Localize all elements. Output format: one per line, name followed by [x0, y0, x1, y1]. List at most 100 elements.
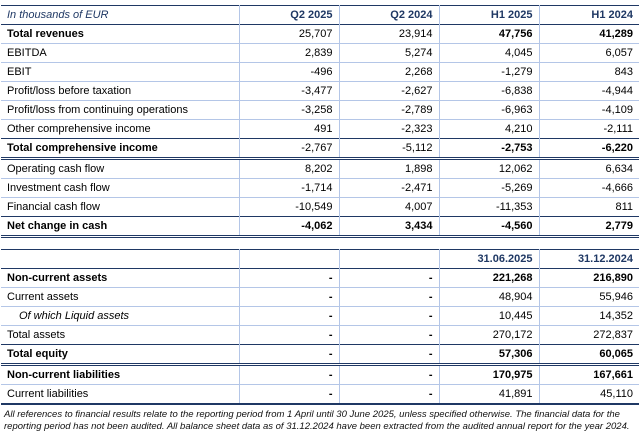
footnote-text: All references to financial results rela…	[4, 409, 630, 433]
row-label: Profit/loss before taxation	[7, 85, 132, 97]
balance-header-empty-1	[238, 249, 339, 269]
balance-header-empty-2	[338, 249, 439, 269]
cell-value: -1,279	[438, 62, 539, 82]
table-row: Investment cash flow -1,714 -2,471 -5,269 -4…	[1, 178, 639, 198]
cell-value: 272,837	[538, 325, 639, 345]
row-label: Non-current assets	[7, 272, 108, 284]
table-row: Operating cash flow 8,202 1,898 12,062 6,634	[1, 158, 639, 179]
row-label: EBITDA	[7, 47, 47, 59]
cell-value: -10,549	[238, 197, 339, 217]
cell-value: -	[238, 364, 339, 385]
cell-value: -	[238, 268, 339, 288]
cell-value: 1,898	[338, 158, 439, 179]
cell-value: 811	[538, 197, 639, 217]
cell-value: -2,789	[338, 100, 439, 120]
cell-value: -2,471	[338, 178, 439, 198]
cell-value: 41,891	[438, 384, 539, 404]
balance-sheet-header: 31.06.2025 31.12.2024	[1, 249, 639, 269]
row-label: Total assets	[7, 329, 66, 341]
cell-value: -4,944	[538, 81, 639, 101]
cell-value: 170,975	[438, 364, 539, 385]
cell-value: -	[338, 364, 439, 385]
cell-value: 491	[238, 119, 339, 139]
cell-value: -2,111	[538, 119, 639, 139]
col-header-h1-2024: H1 2024	[538, 5, 639, 25]
cell-value: 8,202	[238, 158, 339, 179]
col-header-q2-2025: Q2 2025	[238, 5, 339, 25]
cell-value: -2,767	[238, 138, 339, 159]
cell-value: -	[338, 306, 439, 326]
financial-table: In thousands of EUR Q2 2025 Q2 2024 H1 2…	[1, 5, 639, 405]
cell-value: -1,714	[238, 178, 339, 198]
cell-value: 25,707	[238, 24, 339, 44]
row-label: Current assets	[7, 291, 79, 303]
table-row: Total equity - -57,306 60,065	[1, 344, 639, 365]
row-label: Financial cash flow	[7, 201, 100, 213]
table-row: Profit/loss from continuing operations -3…	[1, 100, 639, 120]
row-label: Investment cash flow	[7, 182, 110, 194]
cell-value: -	[238, 306, 339, 326]
cell-value: 48,904	[438, 287, 539, 307]
cell-value: 41,289	[538, 24, 639, 44]
cell-value: 5,274	[338, 43, 439, 63]
cell-value: 167,661	[538, 364, 639, 385]
row-label: Total comprehensive income	[7, 142, 158, 154]
cell-value: -5,112	[338, 138, 439, 159]
table-row: EBIT -496 2,268 -1,279 843	[1, 62, 639, 82]
row-label: Other comprehensive income	[7, 123, 151, 135]
cell-value: -4,666	[538, 178, 639, 198]
cell-value: -2,753	[438, 138, 539, 159]
cell-value: -2,323	[338, 119, 439, 139]
row-label: Net change in cash	[7, 220, 108, 232]
cell-value: -6,220	[538, 138, 639, 159]
cell-value: 57,306	[438, 344, 539, 365]
cell-value: 6,634	[538, 158, 639, 179]
cell-value: 60,065	[538, 344, 639, 365]
table-row: Non-current assets - -221,268 216,890	[1, 268, 639, 288]
cell-value: 3,434	[338, 216, 439, 237]
col-header-date-2024: 31.12.2024	[538, 249, 639, 269]
row-label: Of which Liquid assets	[19, 310, 130, 322]
row-label: EBIT	[7, 66, 32, 78]
row-label: Operating cash flow	[7, 163, 105, 175]
cell-value: -2,627	[338, 81, 439, 101]
cell-value: -	[238, 384, 339, 404]
cell-value: -	[238, 287, 339, 307]
cell-value: -496	[238, 62, 339, 82]
table-row: EBITDA 2,839 5,274 4,045 6,057	[1, 43, 639, 63]
cell-value: 12,062	[438, 158, 539, 179]
cell-value: -4,560	[438, 216, 539, 237]
cell-value: -3,477	[238, 81, 339, 101]
row-label: Non-current liabilities	[7, 369, 121, 381]
cell-value: 55,946	[538, 287, 639, 307]
cell-value: -	[338, 384, 439, 404]
cell-value: -4,109	[538, 100, 639, 120]
col-header-date-2025: 31.06.2025	[438, 249, 539, 269]
cell-value: -	[338, 344, 439, 365]
balance-sheet-header-row: 31.06.2025 31.12.2024	[1, 249, 639, 269]
row-label: Total revenues	[7, 28, 84, 40]
cell-value: -6,838	[438, 81, 539, 101]
cell-value: 4,007	[338, 197, 439, 217]
spacer-row	[1, 237, 639, 250]
table-row: Total assets - -270,172 272,837	[1, 325, 639, 345]
cell-value: 6,057	[538, 43, 639, 63]
income-statement-header-row: In thousands of EUR Q2 2025 Q2 2024 H1 2…	[1, 5, 639, 25]
row-label: Total equity	[7, 348, 68, 360]
section-spacer	[1, 237, 639, 250]
table-row: Total comprehensive income -2,767 -5,112 -2…	[1, 138, 639, 159]
row-label: Profit/loss from continuing operations	[7, 104, 188, 116]
income-statement-body: Total revenues 25,707 23,914 47,756 41,289 EB…	[1, 24, 639, 237]
table-row: Profit/loss before taxation -3,477 -2,627-…	[1, 81, 639, 101]
units-label: In thousands of EUR	[7, 9, 109, 21]
balance-header-empty-label	[1, 250, 239, 269]
col-header-q2-2024: Q2 2024	[338, 5, 439, 25]
cell-value: -	[238, 344, 339, 365]
cell-value: 45,110	[538, 384, 639, 404]
cell-value: -	[338, 287, 439, 307]
cell-value: 4,210	[438, 119, 539, 139]
cell-value: 2,839	[238, 43, 339, 63]
table-row: Other comprehensive income 491 -2,323 4,210…	[1, 119, 639, 139]
cell-value: -4,062	[238, 216, 339, 237]
